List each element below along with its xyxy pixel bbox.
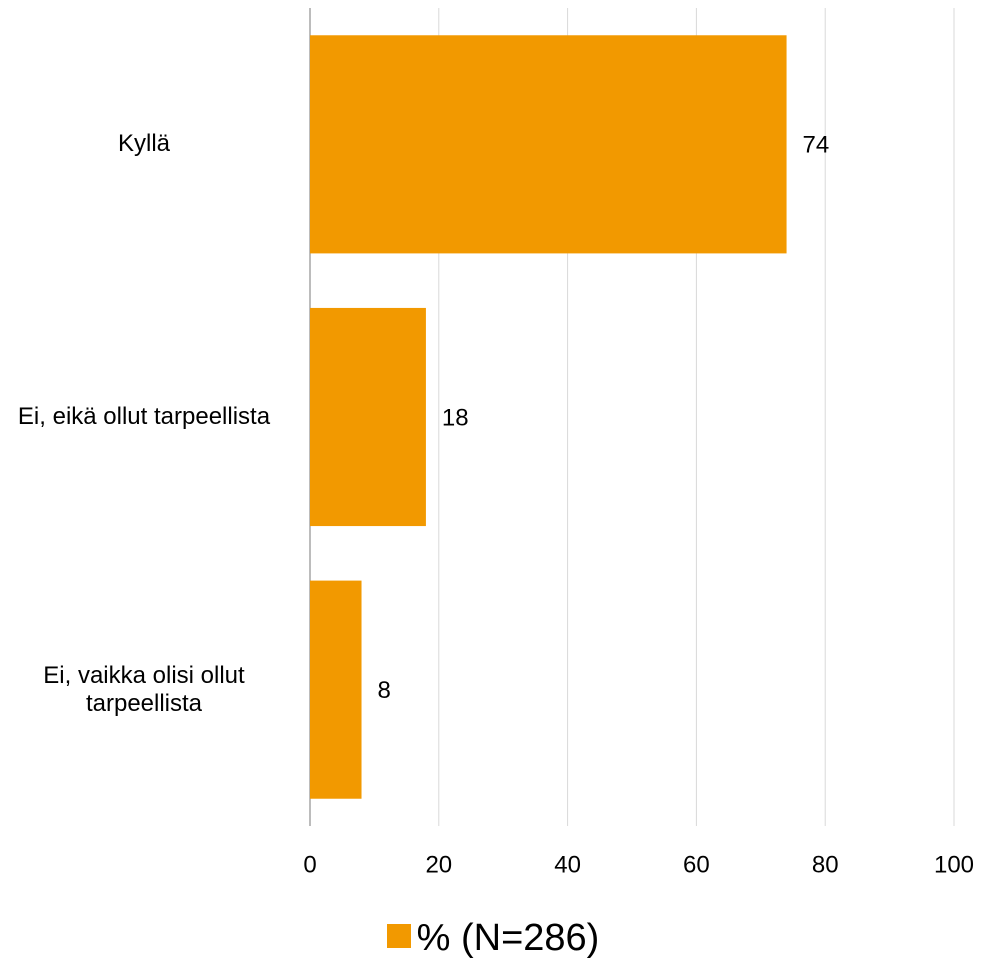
data-label: 8 <box>378 677 391 704</box>
x-tick-label: 20 <box>425 851 452 878</box>
y-tick-label: Kyllä <box>117 130 171 158</box>
bar <box>310 307 426 527</box>
data-label: 18 <box>442 404 469 431</box>
legend-swatch <box>386 924 411 948</box>
y-tick-label: Ei, eikä ollut tarpeellista <box>17 403 271 430</box>
x-tick-label: 80 <box>812 851 839 878</box>
legend: % (N=286) <box>0 915 986 961</box>
bar <box>310 35 787 254</box>
legend-label: % (N=286) <box>416 917 600 959</box>
data-label: 74 <box>803 132 830 159</box>
x-tick-label: 60 <box>683 851 710 878</box>
bar <box>310 580 362 799</box>
y-tick-label: Ei, vaikka olisi ollut tarpeellista <box>43 661 245 717</box>
x-tick-label: 40 <box>554 851 581 878</box>
x-tick-label: 100 <box>934 851 974 878</box>
x-tick-label: 0 <box>303 851 316 878</box>
